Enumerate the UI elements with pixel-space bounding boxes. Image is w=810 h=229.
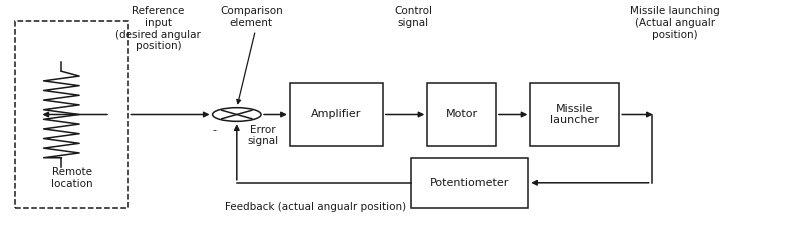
Text: Control
signal: Control signal <box>394 6 432 28</box>
Text: Comparison
element: Comparison element <box>220 6 283 28</box>
Text: Missile launching
(Actual angualr
position): Missile launching (Actual angualr positi… <box>630 6 719 40</box>
Circle shape <box>212 108 261 121</box>
Bar <box>15 21 129 208</box>
Bar <box>531 83 620 146</box>
Text: Amplifier: Amplifier <box>311 109 361 120</box>
Bar <box>411 158 528 208</box>
Text: Reference
input
(desired angular
position): Reference input (desired angular positio… <box>116 6 202 51</box>
Text: -: - <box>212 125 216 135</box>
Text: Feedback (actual angualr position): Feedback (actual angualr position) <box>225 202 407 212</box>
Text: Error
signal: Error signal <box>247 125 279 146</box>
Text: Potentiometer: Potentiometer <box>430 178 509 188</box>
Text: Motor: Motor <box>446 109 478 120</box>
Text: Remote
location: Remote location <box>51 167 92 189</box>
Text: Missile
launcher: Missile launcher <box>550 104 599 125</box>
Bar <box>290 83 383 146</box>
Bar <box>427 83 496 146</box>
